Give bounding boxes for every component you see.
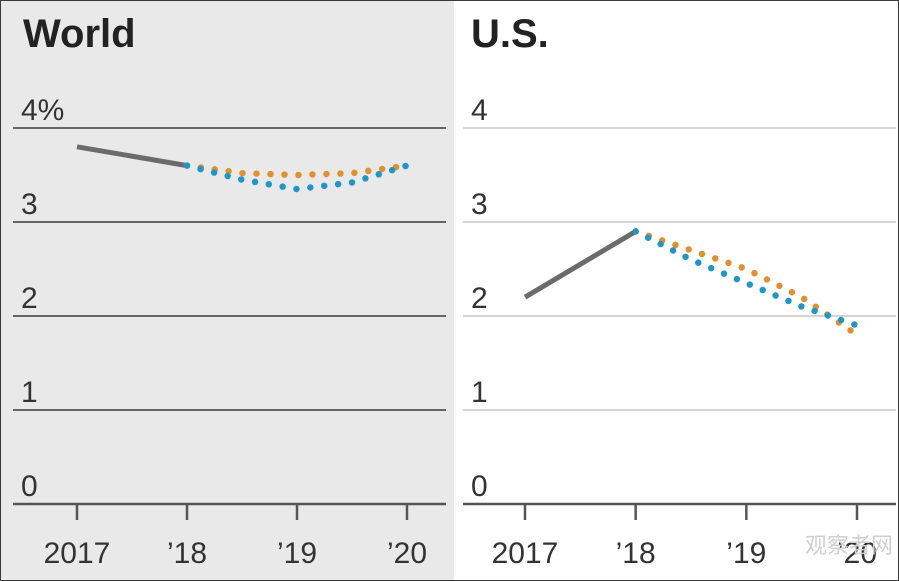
panel-title: U.S. <box>471 12 549 56</box>
y-tick-label: 2 <box>471 282 488 315</box>
x-tick-label: ’19 <box>726 537 766 570</box>
y-tick-label: 0 <box>471 470 488 503</box>
series-line-actual <box>76 144 188 169</box>
series-dotted-blue <box>632 228 861 329</box>
panel-background <box>1 1 454 580</box>
y-tick-label: 3 <box>471 188 488 221</box>
y-tick-label: 1 <box>21 376 38 409</box>
us-panel: U.S. 0 1 2 3 4 2017 ’18 ’19 ’20 <box>456 1 898 580</box>
world-panel: World 0 1 2 3 4% 2017 ’18 ’19 ’20 <box>1 1 454 580</box>
x-tick-label: 2017 <box>492 537 559 570</box>
series-dotted-blue <box>183 162 411 193</box>
panel-background <box>456 1 898 580</box>
y-tick-label: 4% <box>21 94 64 127</box>
x-tick-label: ’18 <box>167 537 207 570</box>
series-dotted-orange <box>632 228 861 339</box>
y-tick-label: 1 <box>471 376 488 409</box>
y-tick-label: 4 <box>471 94 488 127</box>
series-line-actual <box>523 229 637 300</box>
watermark-text: 观察者网 <box>805 534 893 559</box>
x-tick-label: ’19 <box>277 537 317 570</box>
panel-title: World <box>23 12 136 56</box>
x-tick-label: ’18 <box>616 537 656 570</box>
y-tick-label: 3 <box>21 188 38 221</box>
x-tick-label: ’20 <box>387 537 427 570</box>
series-dotted-orange <box>183 162 411 179</box>
x-tick-label: ’20 <box>837 537 877 570</box>
y-tick-label: 0 <box>21 470 38 503</box>
y-tick-label: 2 <box>21 282 38 315</box>
x-tick-label: 2017 <box>44 537 111 570</box>
